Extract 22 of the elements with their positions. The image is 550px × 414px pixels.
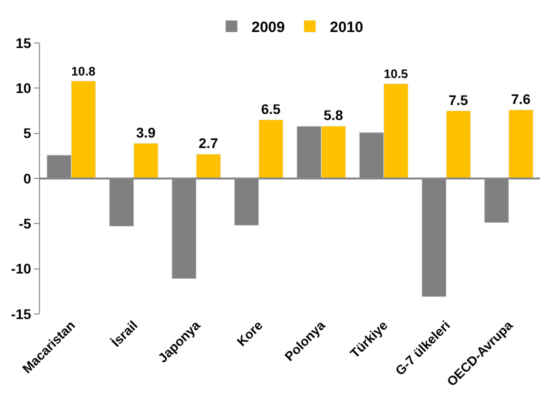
y-tick-label: 10 — [16, 80, 32, 96]
y-tick-label: 5 — [23, 125, 32, 142]
data-label: 2.7 — [198, 135, 218, 152]
legend-label: 2009 — [252, 19, 285, 36]
data-label: 5.8 — [324, 107, 344, 124]
bar — [446, 110, 471, 179]
bar — [508, 110, 534, 179]
bar — [196, 154, 221, 179]
legend-label: 2010 — [330, 19, 364, 36]
data-label: 10.5 — [384, 66, 408, 81]
y-tick-label: 0 — [23, 170, 32, 186]
y-tick-label: 15 — [16, 34, 32, 51]
y-tick-label: -5 — [18, 216, 32, 232]
y-tick-label: -10 — [10, 260, 32, 277]
data-label: 6.5 — [261, 100, 281, 117]
y-tick-label: -15 — [10, 306, 32, 322]
data-label: 7.5 — [448, 92, 468, 108]
bar — [134, 143, 158, 179]
data-label: 3.9 — [136, 124, 156, 140]
data-label: 7.6 — [511, 90, 531, 107]
bar — [258, 120, 284, 179]
data-label: 10.8 — [71, 64, 96, 78]
